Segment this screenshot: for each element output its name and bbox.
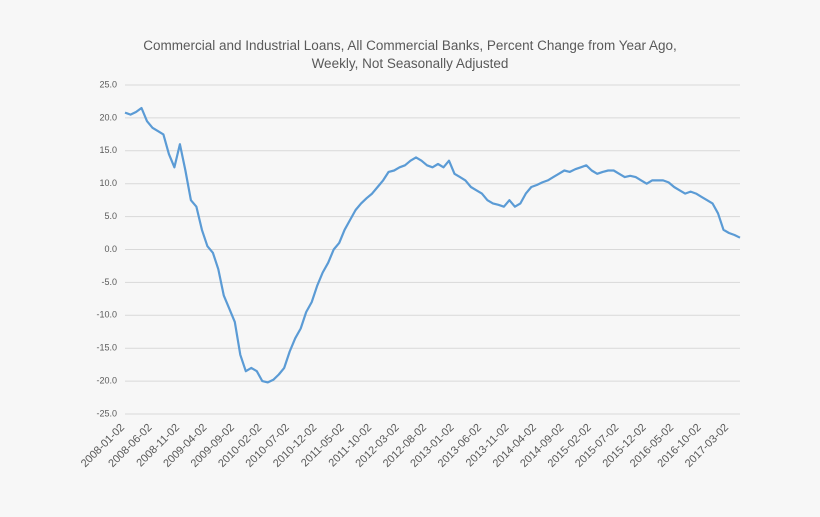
y-tick-label: 20.0 bbox=[99, 112, 117, 122]
y-tick-label: -5.0 bbox=[101, 277, 117, 287]
chart-title: Commercial and Industrial Loans, All Com… bbox=[143, 38, 677, 53]
y-tick-label: 25.0 bbox=[99, 79, 117, 89]
y-tick-label: -25.0 bbox=[96, 408, 117, 418]
chart-title: Weekly, Not Seasonally Adjusted bbox=[312, 56, 509, 71]
y-tick-label: 15.0 bbox=[99, 145, 117, 155]
y-tick-label: -10.0 bbox=[96, 310, 117, 320]
y-tick-label: 5.0 bbox=[104, 211, 117, 221]
data-line bbox=[124, 106, 741, 384]
y-tick-label: 0.0 bbox=[104, 244, 117, 254]
y-tick-label: 10.0 bbox=[99, 178, 117, 188]
y-tick-label: -15.0 bbox=[96, 343, 117, 353]
y-tick-label: -20.0 bbox=[96, 375, 117, 385]
